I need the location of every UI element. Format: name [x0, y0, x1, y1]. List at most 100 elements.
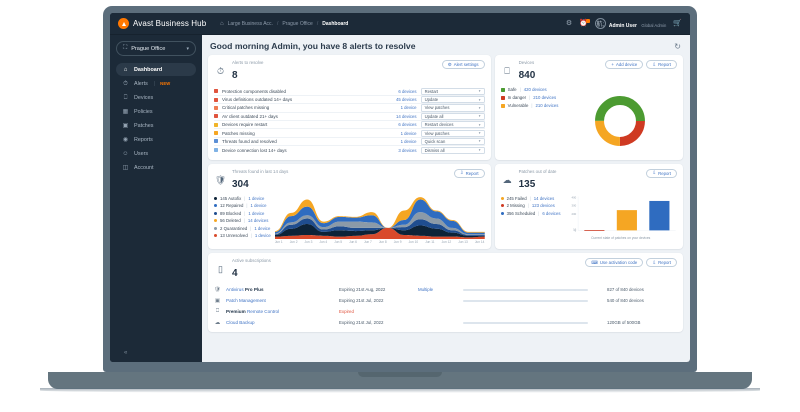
alert-count[interactable]: 1 device [400, 130, 417, 136]
legend-value[interactable]: 14 devices [533, 196, 555, 202]
alert-settings-button[interactable]: ⚙ Alert settings [441, 60, 485, 69]
subscription-name[interactable]: Premium Remote Control [226, 309, 280, 315]
sidebar-item-users[interactable]: ☺ Users [116, 147, 196, 160]
patches-report-button[interactable]: ⇩ Report [646, 168, 677, 178]
laptop-lid: Avast Business Hub ⌂ Large Business Acc.… [103, 6, 697, 372]
alert-name: Critical patches missing [222, 105, 270, 111]
subscriptions-report-button[interactable]: ⇩ Report [646, 258, 677, 268]
use-activation-code-button[interactable]: ⌨ Use activation code [585, 258, 644, 268]
table-row[interactable]: Protection components disabled 6 devices… [214, 87, 485, 96]
alert-action-select[interactable]: Update ▾ [420, 95, 485, 104]
sidebar-item-patches[interactable]: ▣ Patches [116, 119, 196, 132]
subscription-expiry: Expiring 21st Jul, 2022 [339, 298, 384, 304]
alert-action-select[interactable]: Update all ▾ [420, 112, 485, 120]
legend-value[interactable]: 123 devices [531, 203, 555, 209]
alert-action-label: Update all [424, 113, 444, 119]
threats-area-chart: Jun 1 Jun 2 Jun 3 Jun 4 Jun 5 Jun 6 Jun 7 Jun 8… [274, 195, 485, 244]
alert-action-select[interactable]: View patches ▾ [420, 129, 485, 137]
home-icon: ⌂ [123, 66, 128, 73]
divider: | [250, 225, 252, 231]
bar [648, 200, 669, 231]
legend-value[interactable]: 210 devices [533, 95, 557, 101]
alert-count[interactable]: 45 devices [396, 97, 417, 103]
dashboard-row-3: ▯ Active subscriptions 4 ⌨ Us [208, 253, 683, 333]
alert-count[interactable]: 6 devices [398, 122, 417, 128]
legend-value[interactable]: 1 device [248, 196, 265, 202]
sidebar-item-account[interactable]: ◫ Account [116, 161, 196, 174]
add-device-button[interactable]: + Add device [605, 60, 644, 69]
laptop-shadow [40, 388, 760, 393]
legend-value[interactable]: 210 devices [535, 103, 559, 109]
alert-action-select[interactable]: View patches ▾ [420, 104, 485, 112]
breadcrumb-item-1[interactable]: Prague Office [282, 20, 313, 27]
cart-icon[interactable]: 🛒 [673, 19, 682, 27]
threats-report-button[interactable]: ⇩ Report [453, 168, 485, 178]
home-icon[interactable]: ⌂ [220, 20, 224, 27]
brand[interactable]: Avast Business Hub [118, 18, 210, 29]
alert-action-select[interactable]: Dismiss all ▾ [420, 146, 485, 154]
subscription-name[interactable]: Cloud Backup [226, 320, 255, 326]
refresh-icon[interactable]: ↻ [674, 41, 681, 51]
alert-action-select[interactable]: Quick scan ▾ [420, 137, 485, 146]
breadcrumb-item-0[interactable]: Large Business Acc. [227, 20, 273, 27]
top-bar-actions: ⚙ ⏰ 航; Admin User Global Admin 🛒 [566, 14, 682, 32]
subscription-name[interactable]: Antivirus Pro Plus [226, 287, 264, 293]
legend-value[interactable]: 1 device [254, 232, 271, 238]
legend-value[interactable]: 1 device [254, 225, 271, 231]
alert-action-select[interactable]: Restart ▾ [420, 87, 485, 95]
main-content: Good morning Admin, you have 8 alerts to… [202, 35, 690, 362]
alert-count[interactable]: 6 devices [398, 88, 417, 94]
notification-icon[interactable]: ⏰ [579, 18, 590, 27]
alert-action-select[interactable]: Restart devices ▾ [420, 121, 485, 129]
alert-count[interactable]: 14 devices [396, 113, 417, 119]
gear-icon[interactable]: ⚙ [565, 19, 573, 27]
list-item[interactable]: 🛡 Antivirus Pro Plus Expiring 21st Aug, … [214, 285, 677, 294]
download-icon: ⇩ [652, 61, 657, 67]
collapse-sidebar-icon[interactable]: « [124, 350, 128, 356]
list-item[interactable]: ▣ Patch Management Expiring 21st Jul, 20… [214, 296, 677, 305]
table-row[interactable]: Patches missing 1 device View patches ▾ [214, 129, 485, 138]
list-item[interactable]: ⎕ Premium Remote Control Expired [214, 307, 677, 316]
area-chart-x-axis: Jun 1 Jun 2 Jun 3 Jun 4 Jun 5 Jun 6 Jun 7 Jun 8… [275, 240, 485, 244]
cloud-icon: ☁ [214, 319, 221, 326]
divider: | [246, 203, 248, 209]
divider: | [529, 95, 531, 101]
sidebar-item-devices[interactable]: ⎕ Devices [116, 91, 196, 104]
download-icon: ⇩ [652, 170, 657, 176]
alert-count[interactable]: 1 device [400, 138, 417, 144]
legend-value[interactable]: 14 devices [247, 218, 269, 224]
threats-kpi-label: Threats found in last 14 days [232, 168, 289, 174]
list-item[interactable]: ☁ Cloud Backup Expiring 21st Jul, 2022 1… [214, 318, 677, 327]
sidebar-item-alerts[interactable]: ⏱ Alerts | NEW [116, 77, 196, 90]
patches-legend: 245 Failed | 14 devices 2 Missing | 123 … [500, 195, 561, 244]
table-row[interactable]: AV client outdated 21+ days 14 devices U… [214, 112, 485, 122]
legend-value[interactable]: 420 devices [523, 87, 547, 93]
table-row[interactable]: Critical patches missing 1 device View p… [214, 104, 485, 113]
table-row[interactable]: Devices require restart 6 devices Restar… [214, 121, 485, 130]
alert-count[interactable]: 1 device [400, 105, 417, 111]
legend-swatch [214, 211, 217, 215]
table-row[interactable]: Device connection lost 14+ days 3 device… [214, 146, 485, 154]
patches-icon: ☁ [502, 174, 512, 185]
axis-tick-label: Jun 4 [319, 240, 328, 245]
subscription-usage: 540 of 840 devices [607, 298, 644, 304]
sidebar-item-label: Reports [134, 136, 153, 143]
chevron-down-icon: ▾ [478, 139, 481, 144]
subscription-multiple-link[interactable]: Multiple [418, 287, 434, 293]
alert-count[interactable]: 3 devices [398, 147, 417, 153]
legend-value[interactable]: 6 devices [542, 210, 561, 216]
patches-card: ☁ Patches out of date 135 ⇩ R [494, 163, 683, 250]
sidebar-item-reports[interactable]: ◉ Reports [116, 133, 196, 146]
divider: | [153, 80, 156, 87]
office-selector[interactable]: ⛶ Prague Office ▾ [116, 41, 196, 56]
user-menu[interactable]: 航; Admin User Global Admin [594, 14, 666, 32]
sidebar-item-dashboard[interactable]: ⌂ Dashboard [116, 63, 196, 76]
devices-report-button[interactable]: ⇩ Report [646, 60, 677, 69]
subscription-name[interactable]: Patch Management [226, 298, 266, 304]
table-row[interactable]: Threats found and resolved 1 device Quic… [214, 137, 485, 147]
sidebar-item-policies[interactable]: ▦ Policies [116, 105, 196, 118]
legend-value[interactable]: 1 device [250, 203, 267, 209]
legend-value[interactable]: 1 device [248, 210, 265, 216]
table-row[interactable]: Virus definitions outdated 14+ days 45 d… [214, 95, 485, 105]
alert-name: Device connection lost 14+ days [222, 147, 287, 153]
